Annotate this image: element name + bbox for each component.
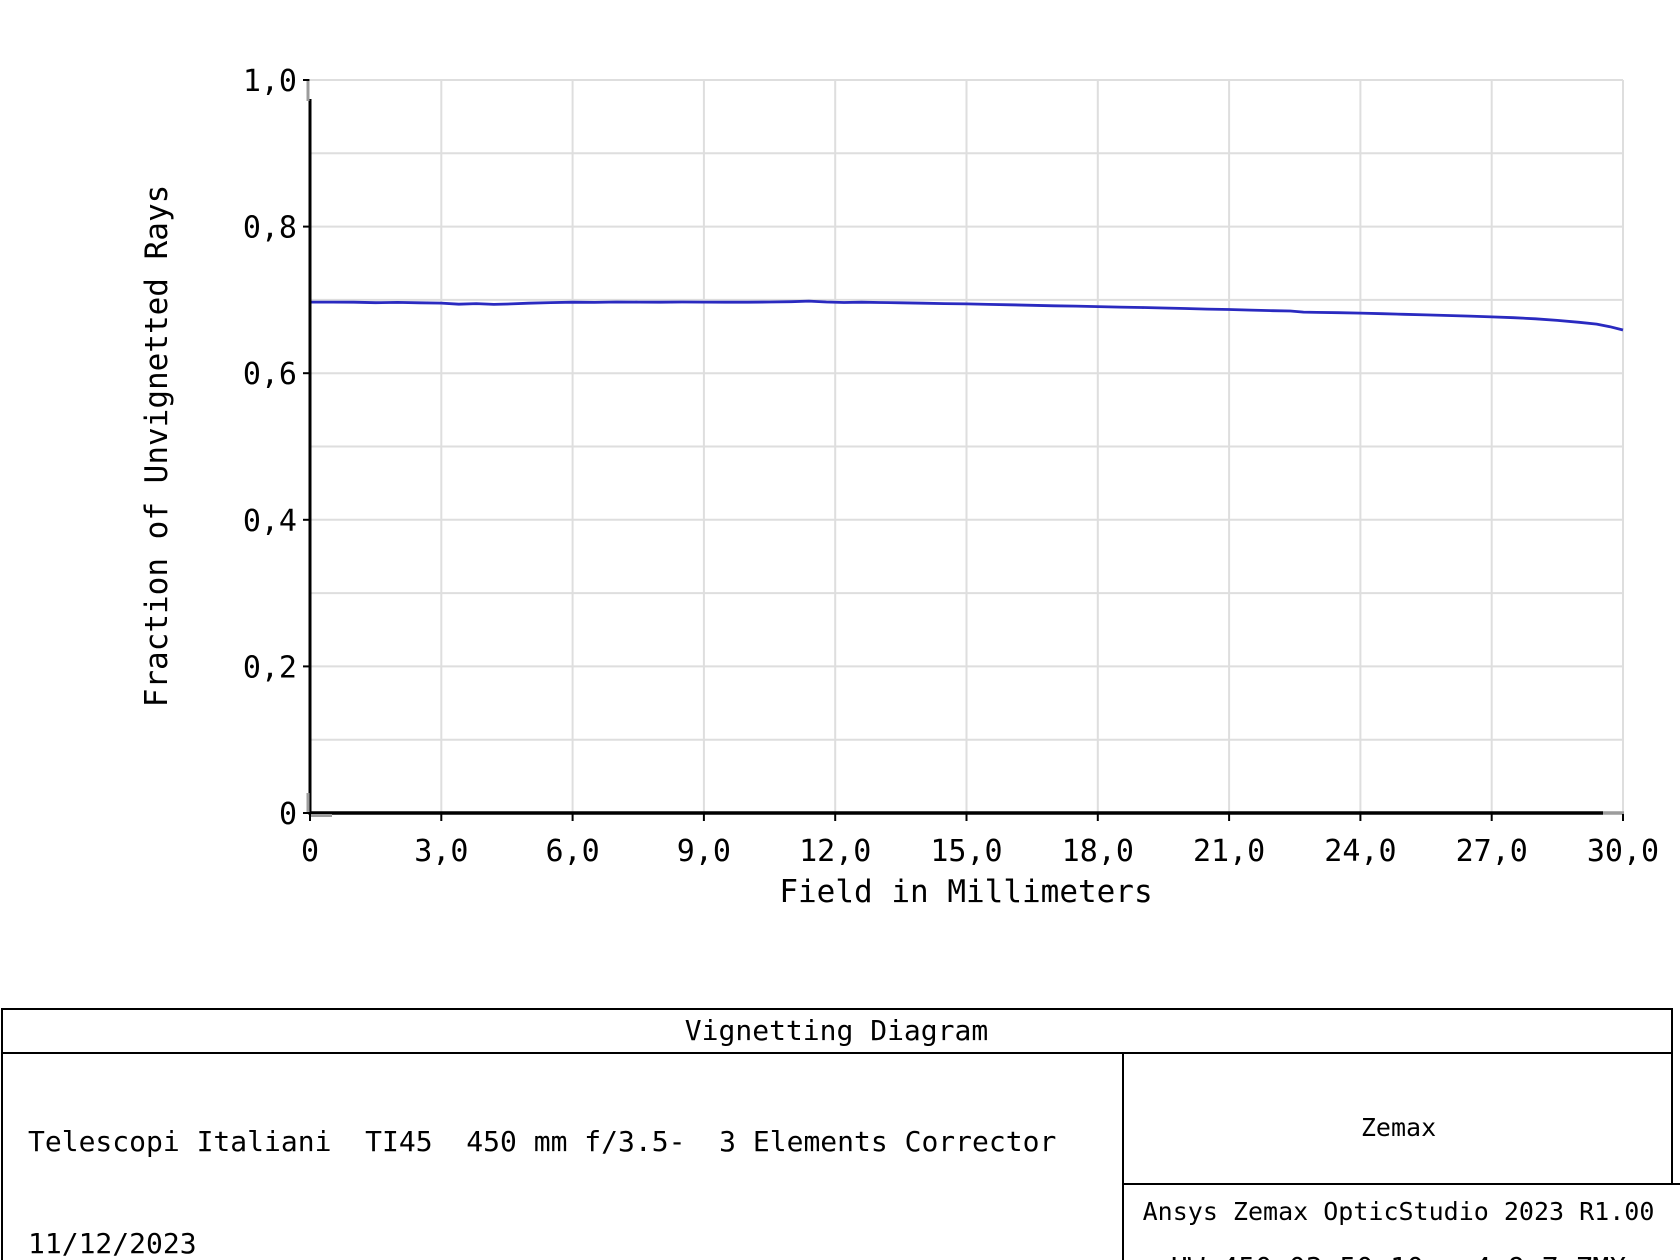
table-title-divider: [1, 1052, 1673, 1054]
x-tick-label: 0: [301, 834, 319, 869]
table-right-border: [1671, 1008, 1673, 1185]
x-tick-label: 30,0: [1587, 834, 1659, 869]
x-tick-label: 3,0: [414, 834, 468, 869]
x-tick-label: 9,0: [677, 834, 731, 869]
table-file-divider: [1122, 1183, 1680, 1185]
table-title: Vignetting Diagram: [684, 1014, 989, 1047]
x-tick-label: 27,0: [1456, 834, 1528, 869]
table-left-border: [1, 1008, 3, 1260]
table-top-border: [1, 1008, 1673, 1010]
x-tick-label: 6,0: [546, 834, 600, 869]
y-tick-label: 0: [279, 797, 297, 832]
table-column-divider: [1122, 1052, 1124, 1260]
x-tick-label: 18,0: [1062, 834, 1134, 869]
software-name: Zemax: [1360, 1113, 1437, 1142]
y-tick-label: 0,2: [243, 650, 297, 685]
y-tick-label: 0,8: [243, 211, 297, 246]
lens-title: Telescopi Italiani TI45 450 mm f/3.5- 3 …: [28, 1125, 1057, 1158]
x-tick-label: 12,0: [799, 834, 871, 869]
gridlines: [310, 79, 1624, 813]
x-tick-label: 15,0: [930, 834, 1002, 869]
y-tick-label: 0,6: [243, 357, 297, 392]
x-axis-title: Field in Millimeters: [779, 874, 1153, 910]
software-version: Ansys Zemax OpticStudio 2023 R1.00: [1142, 1197, 1655, 1226]
software-cell: Zemax Ansys Zemax OpticStudio 2023 R1.00: [1124, 1058, 1673, 1260]
y-tick-label: 0,4: [243, 504, 297, 539]
file-cell: HW_450_03-50_10new4-9-7.ZMX Configuratio…: [1124, 1190, 1673, 1260]
vignetting-plot: 0 3,0 6,0 9,0 12,0 15,0 18,0 21,0 24,0 27,0 30,0 0 0…: [243, 64, 1659, 869]
report-date: 11/12/2023: [28, 1227, 197, 1260]
tick-marks: [303, 79, 1624, 821]
y-tick-label: 1,0: [243, 64, 297, 99]
vignetting-curve: [310, 299, 1624, 332]
x-tick-label: 21,0: [1193, 834, 1265, 869]
lens-description-cell: Telescopi Italiani TI45 450 mm f/3.5- 3 …: [28, 1057, 1108, 1260]
y-axis-title: Fraction of Unvignetted Rays: [139, 184, 175, 708]
file-name: HW_450_03-50_10new4-9-7.ZMX: [1124, 1252, 1673, 1260]
x-tick-label: 24,0: [1324, 834, 1396, 869]
tick-labels: 0 3,0 6,0 9,0 12,0 15,0 18,0 21,0 24,0 27,0 30,0 0 0…: [243, 64, 1659, 869]
axes: [306, 80, 1624, 817]
